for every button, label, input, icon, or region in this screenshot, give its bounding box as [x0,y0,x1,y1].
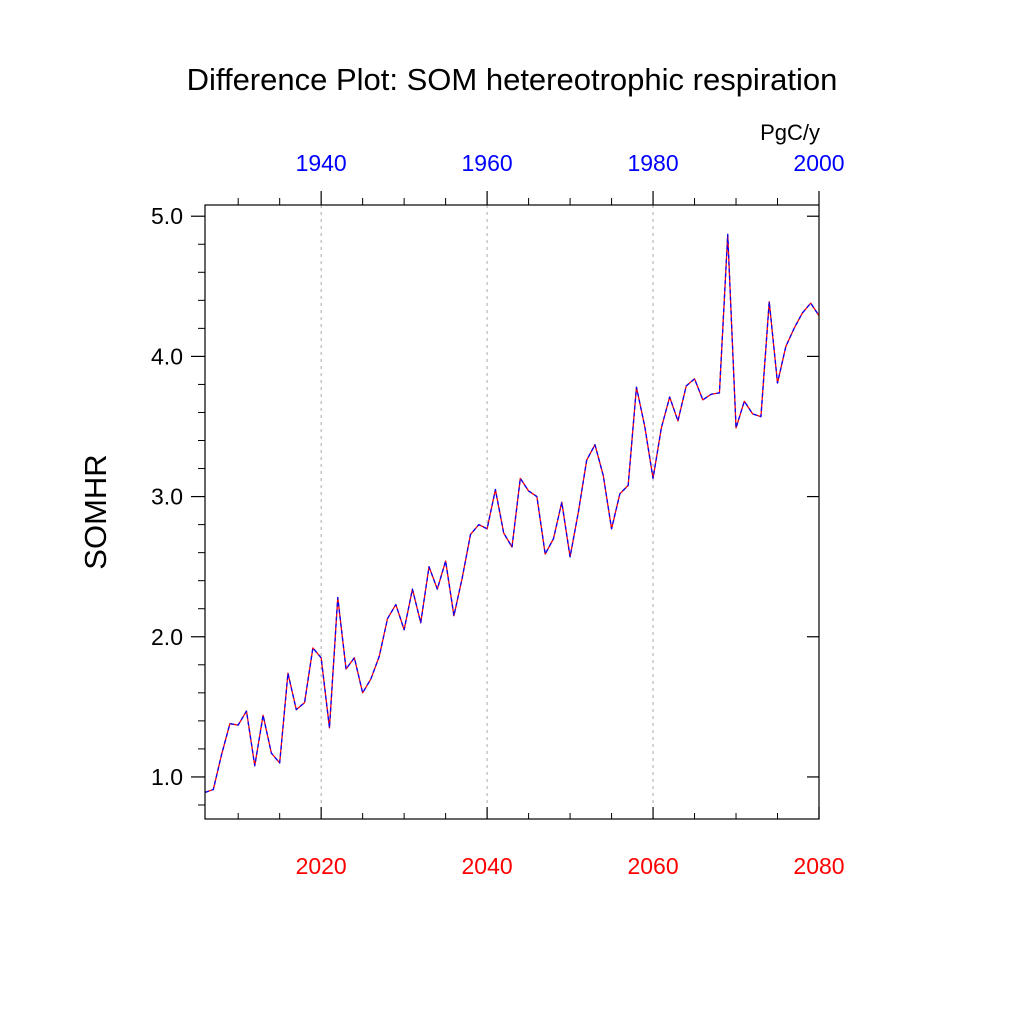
x-top-tick-label: 1960 [462,150,513,176]
x-bottom-tick-label: 2040 [462,853,513,879]
x-top-tick-label: 2000 [793,150,844,176]
axes: 1.0 2.0 3.0 4.0 5.0 2020 2040 2060 2080 1940 1960 1… [151,150,845,879]
series-line-historical [204,233,820,793]
y-tick-label: 5.0 [151,203,183,229]
y-tick-label: 2.0 [151,624,183,650]
y-tick-label: 4.0 [151,343,183,369]
x-top-tick-label: 1940 [296,150,347,176]
x-top-tick-label: 1980 [627,150,678,176]
y-tick-label: 3.0 [151,484,183,510]
x-bottom-tick-label: 2080 [793,853,844,879]
gridlines [320,205,654,819]
chart-title: Difference Plot: SOM hetereotrophic resp… [187,62,838,97]
x-bottom-tick-label: 2020 [296,853,347,879]
y-tick-label: 1.0 [151,764,183,790]
x-bottom-tick-label: 2060 [627,853,678,879]
units-label: PgC/y [760,120,820,145]
plot-frame [204,204,820,820]
y-axis-label: SOMHR [78,454,113,569]
series-lines [204,233,820,793]
